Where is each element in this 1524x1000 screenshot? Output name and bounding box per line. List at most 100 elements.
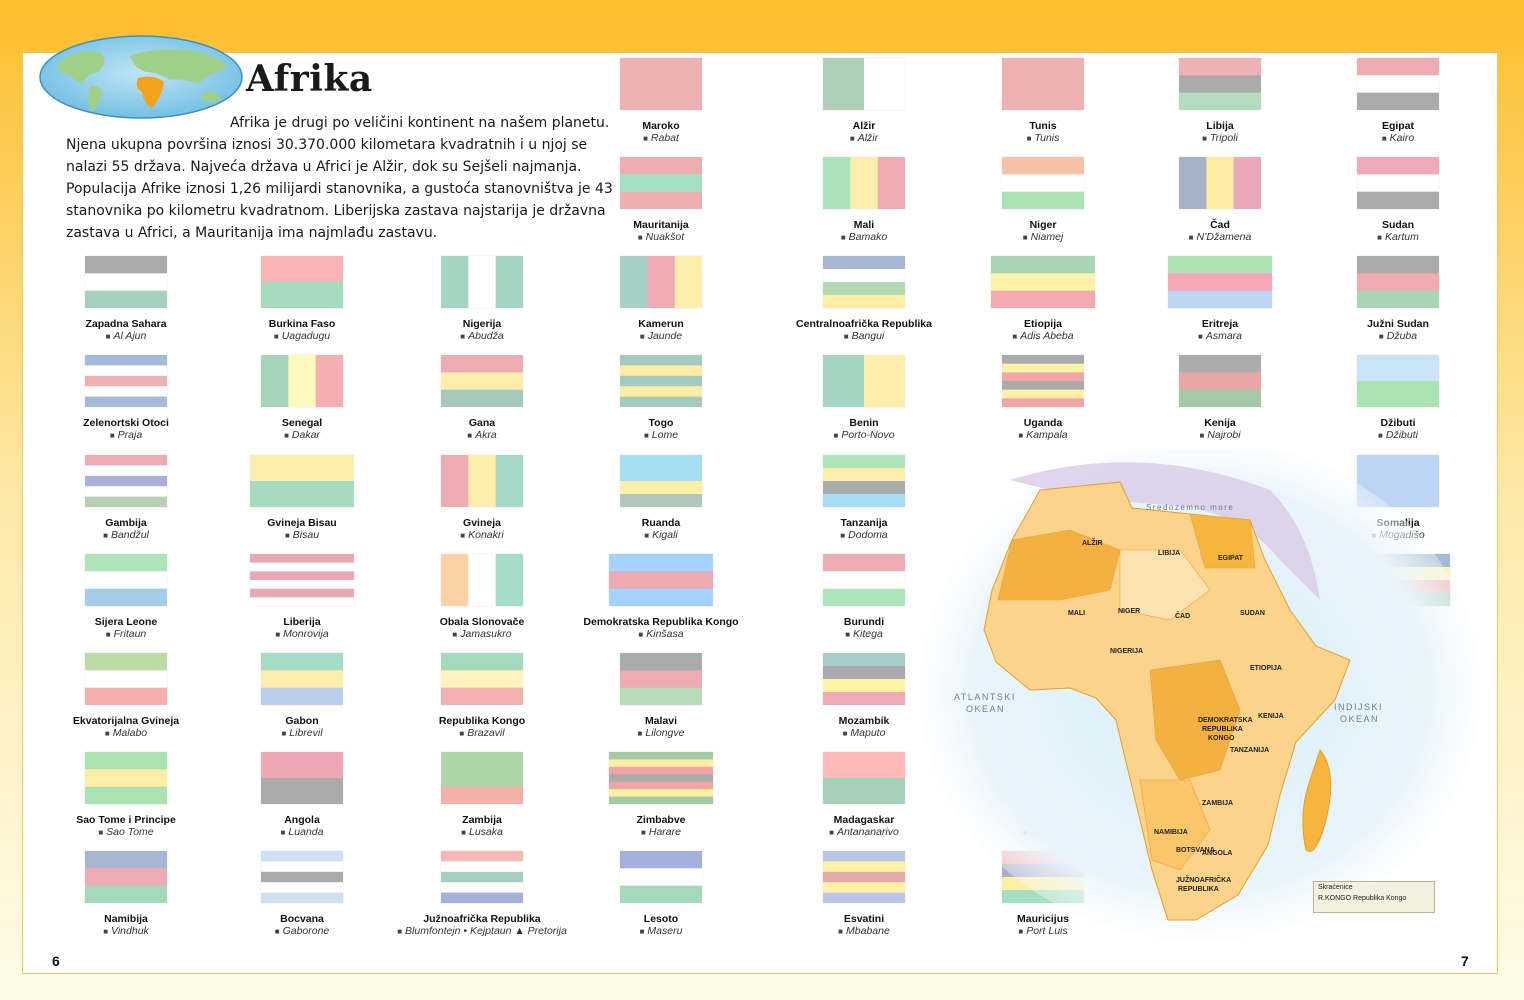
capital-name: Najrobi <box>1207 429 1241 441</box>
capital-name: Bamako <box>848 231 888 243</box>
capital-name: Džuba <box>1386 330 1418 342</box>
flag-card: Egipat ■ Kairo <box>1313 58 1483 145</box>
capital-name: Alžir <box>857 132 879 144</box>
capital-bullet-icon: ■ <box>460 332 466 341</box>
capital-bullet-icon: ■ <box>452 630 458 639</box>
capital-line: ■ Porto-Novo <box>779 429 949 442</box>
flag-icon <box>620 653 702 705</box>
country-name: Malavi <box>644 715 678 727</box>
capital-name: Dakar <box>291 429 320 441</box>
capital-line: ■ Kigali <box>576 529 746 542</box>
svg-text:ZAMBIJA: ZAMBIJA <box>1202 800 1233 807</box>
flag-icon <box>85 455 167 507</box>
flag-card: Niger ■ Niamej <box>958 157 1128 244</box>
flag-card: Južni Sudan ■ Džuba <box>1313 256 1483 343</box>
capital-bullet-icon: ■ <box>284 531 290 540</box>
capital-bullet-icon: ■ <box>273 332 279 341</box>
country-name: Burundi <box>843 616 885 628</box>
capital-bullet-icon: ■ <box>639 927 645 936</box>
flag-card: Tunis ■ Tunis <box>958 58 1128 145</box>
capital-line: ■ Maputo <box>779 727 949 740</box>
flag-icon <box>1357 157 1439 209</box>
capital-line: ■ Luanda <box>217 826 387 839</box>
country-name: Madagaskar <box>833 814 895 826</box>
capital-bullet-icon: ■ <box>829 828 834 837</box>
flag-card: Gana ■ Akra <box>397 355 567 442</box>
capital-name: Sao Tome <box>106 826 154 838</box>
country-name: Zimbabve <box>636 814 686 826</box>
capital-bullet-icon: ■ <box>838 927 844 936</box>
country-name: Nigerija <box>462 318 502 330</box>
capital-line: ■ Nuakšot <box>576 231 746 244</box>
capital-bullet-icon: ■ <box>1018 431 1024 440</box>
flag-card: Gvineja ■ Konakri <box>397 455 567 542</box>
ocean-labels: ATLANTSKI OKEAN INDIJSKI OKEAN Sredozemno … <box>954 503 1382 724</box>
capital-name: Lome <box>651 429 679 441</box>
capital-bullet-icon: ■ <box>1378 431 1383 440</box>
country-name: Sijera Leone <box>94 616 158 628</box>
capital-line: ■ Antananarivo <box>779 826 949 839</box>
flag-card: Burkina Faso ■ Uagadugu <box>217 256 387 343</box>
capital-name: Bandžul <box>110 529 149 541</box>
flag-card: Madagaskar ■ Antananarivo <box>779 752 949 839</box>
capital-line: ■ Lome <box>576 429 746 442</box>
capital-bullet-icon: ■ <box>843 332 849 341</box>
country-name: Niger <box>1029 219 1057 231</box>
capital-name: Luanda <box>288 826 324 838</box>
flag-icon <box>1002 355 1084 407</box>
svg-text:REPUBLIKA: REPUBLIKA <box>1202 726 1243 733</box>
capital-name: Porto-Novo <box>841 429 895 441</box>
country-name: Senegal <box>281 417 323 429</box>
country-name: Ekvatorijalna Gvineja <box>72 715 180 727</box>
flag-icon <box>609 554 713 606</box>
flag-icon <box>261 752 343 804</box>
capital-name: Jaunde <box>647 330 683 342</box>
capital-name: Tunis <box>1034 132 1060 144</box>
flag-icon <box>85 752 167 804</box>
flag-icon <box>85 653 167 705</box>
flag-icon <box>620 455 702 507</box>
flag-card: Kenija ■ Najrobi <box>1135 355 1305 442</box>
flag-icon <box>823 58 905 110</box>
flag-icon <box>823 455 905 507</box>
capital-bullet-icon: ■ <box>1026 134 1032 143</box>
capital-line: ■ Harare <box>576 826 746 839</box>
country-name: Esvatini <box>843 913 885 925</box>
page-number-left: 6 <box>52 953 60 969</box>
capital-line: ■ Tunis <box>958 132 1128 145</box>
country-name: Maroko <box>642 120 680 132</box>
capital-name: Kigali <box>652 529 678 541</box>
country-name: Tunis <box>1029 120 1057 132</box>
country-name: Mozambik <box>838 715 890 727</box>
flag-card: Zambija ■ Lusaka <box>397 752 567 839</box>
capital-name: Al Ajun <box>113 330 147 342</box>
capital-bullet-icon: ■ <box>1378 332 1384 341</box>
flag-card: Južnoafrička Republika ■ Blumfontejn • Kej… <box>397 851 567 938</box>
capital-name: Džibuti <box>1385 429 1418 441</box>
flag-card: Zelenortski Otoci ■ Praja <box>41 355 211 442</box>
country-name: Sao Tome i Principe <box>76 814 176 826</box>
capital-name: Abudža <box>468 330 504 342</box>
flag-card: Senegal ■ Dakar <box>217 355 387 442</box>
capital-name: Jamasukro <box>460 628 512 640</box>
capital-line: ■ Akra <box>397 429 567 442</box>
flag-card: Zimbabve ■ Harare <box>576 752 746 839</box>
intro-paragraph: Afrika je drugi po veličini kontinent na… <box>66 115 613 241</box>
capital-bullet-icon: ■ <box>275 630 281 639</box>
country-name: Gambija <box>105 517 147 529</box>
capital-bullet-icon: ■ <box>840 531 846 540</box>
flag-icon <box>1002 58 1084 110</box>
capital-bullet-icon: ■ <box>1381 134 1387 143</box>
capital-bullet-icon: ■ <box>460 531 466 540</box>
svg-text:ATLANTSKI: ATLANTSKI <box>954 692 1016 702</box>
country-name: Benin <box>849 417 879 429</box>
capital-name: Adis Abeba <box>1020 330 1074 342</box>
capital-bullet-icon: ■ <box>467 431 473 440</box>
flag-icon <box>1002 157 1084 209</box>
capital-bullet-icon: ■ <box>845 630 851 639</box>
capital-line: ■ Alžir <box>779 132 949 145</box>
flag-card: Burundi ■ Kitega <box>779 554 949 641</box>
flag-icon <box>1357 256 1439 308</box>
capital-name: Vindhuk <box>111 925 149 937</box>
country-name: Demokratska Republika Kongo <box>583 616 739 628</box>
